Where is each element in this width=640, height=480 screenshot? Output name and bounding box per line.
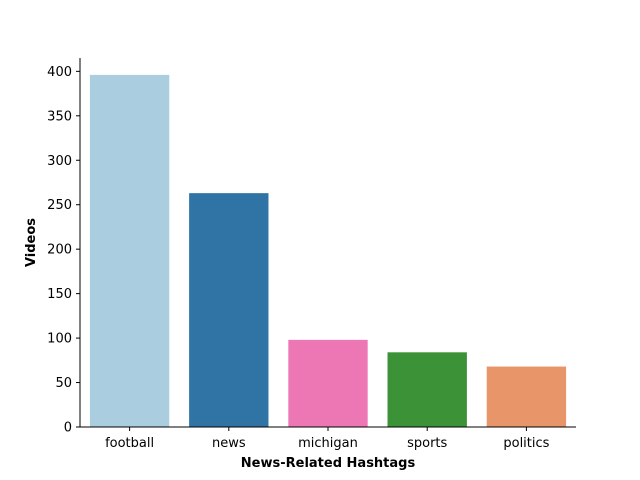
x-tick-label-sports: sports	[407, 436, 447, 451]
x-tick-label-news: news	[212, 436, 246, 451]
y-tick-label: 0	[64, 421, 72, 436]
y-tick-label: 300	[47, 154, 72, 169]
x-tick-label-football: football	[105, 436, 154, 451]
y-axis-label: Videos	[24, 218, 39, 267]
bar-football	[89, 74, 170, 427]
y-tick-label: 50	[55, 376, 72, 391]
y-tick-label: 200	[47, 243, 72, 258]
x-tick-label-politics: politics	[503, 436, 549, 451]
y-tick-label: 250	[47, 198, 72, 213]
bar-news	[189, 193, 269, 427]
bar-michigan	[288, 339, 368, 427]
y-tick-label: 100	[47, 332, 72, 347]
y-tick-label: 150	[47, 287, 72, 302]
y-axis-ticks: 0 50 100 150 200 250 300 350 400	[47, 65, 80, 436]
bar-politics	[486, 366, 567, 427]
x-tick-label-michigan: michigan	[298, 436, 358, 451]
y-tick-label: 350	[47, 109, 72, 124]
bars-group	[89, 74, 567, 427]
x-axis-ticks: football news michigan sports politics	[105, 427, 550, 451]
bar-sports	[387, 352, 467, 427]
x-axis-label: News-Related Hashtags	[241, 456, 416, 471]
y-tick-label: 400	[47, 65, 72, 80]
